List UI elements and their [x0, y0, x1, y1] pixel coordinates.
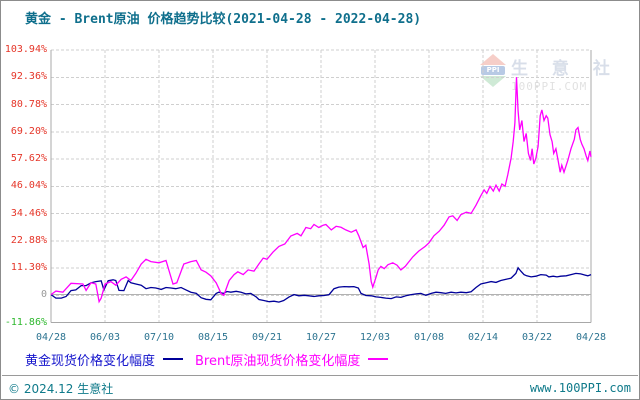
x-tick-label: 04/28: [35, 332, 67, 343]
y-tick-label: 103.94%: [4, 44, 47, 55]
y-tick-label: 80.78%: [10, 98, 47, 110]
x-tick-label: 02/14: [467, 332, 499, 343]
chart-legend: 黄金现货价格变化幅度 Brent原油现货价格变化幅度: [25, 351, 400, 369]
series-line-brent: [50, 77, 592, 304]
chart-title: 黄金 - Brent原油 价格趋势比较(2021-04-28 - 2022-04…: [25, 12, 422, 27]
y-tick-label: 34.46%: [10, 207, 47, 219]
y-tick-label: 46.04%: [10, 180, 47, 192]
x-tick-label: 07/10: [143, 332, 175, 343]
x-tick-label: 09/21: [251, 332, 283, 343]
y-tick-label: 69.20%: [10, 125, 47, 137]
logo-triangle-up-icon: [480, 54, 506, 65]
x-tick-label: 10/27: [305, 332, 337, 343]
series-line-gold: [50, 266, 592, 303]
x-tick-label: 03/22: [521, 332, 553, 343]
footer-divider: [2, 375, 638, 376]
legend-line-gold-icon: [163, 358, 184, 360]
footer-site-link[interactable]: www.100PPI.com: [529, 381, 631, 395]
watermark: PPI 生 意 社 100PPI.COM: [480, 54, 619, 93]
logo-triangle-down-icon: [480, 76, 506, 87]
legend-label-brent: Brent原油现货价格变化幅度: [195, 353, 361, 369]
ppi-logo: PPI: [480, 54, 506, 87]
watermark-site-domain: 100PPI.COM: [511, 80, 588, 93]
y-tick-label: 22.88%: [10, 234, 47, 246]
y-tick-label: 92.36%: [10, 71, 47, 83]
legend-label-gold: 黄金现货价格变化幅度: [25, 353, 156, 369]
y-tick-label: -11.86%: [4, 316, 47, 328]
watermark-text: 生 意 社 100PPI.COM: [511, 54, 619, 93]
watermark-site-name: 生 意 社: [511, 59, 619, 79]
x-tick-label: 01/08: [413, 332, 445, 343]
x-tick-label: 08/15: [197, 332, 229, 343]
y-tick-label: 0: [40, 288, 47, 300]
legend-line-brent-icon: [368, 358, 389, 360]
x-tick-label: 12/03: [359, 332, 391, 343]
logo-ppi-badge: PPI: [481, 66, 505, 75]
y-tick-label: 11.30%: [10, 262, 47, 273]
y-tick-label: 57.62%: [10, 153, 47, 164]
x-tick-label: 06/03: [89, 332, 121, 343]
x-tick-label: 04/28: [575, 332, 607, 343]
footer-copyright: © 2024.12 生意社: [8, 382, 114, 396]
